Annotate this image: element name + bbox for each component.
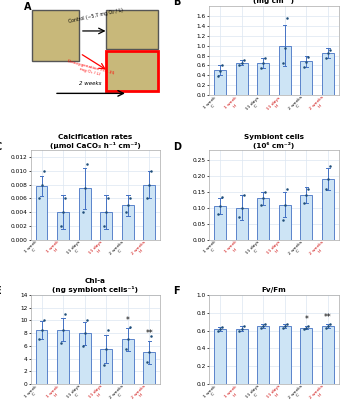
Text: Deoxygenation (<0.35
mg O₂ / L): Deoxygenation (<0.35 mg O₂ / L) xyxy=(66,60,115,80)
Bar xyxy=(236,63,248,95)
Bar xyxy=(257,198,269,240)
Bar xyxy=(36,186,48,240)
Bar xyxy=(322,179,334,240)
Text: *: * xyxy=(304,315,308,324)
Bar xyxy=(279,46,291,95)
Bar xyxy=(279,326,291,384)
Text: F: F xyxy=(173,286,180,296)
Title: Coral protein
(mg cm⁻²): Coral protein (mg cm⁻²) xyxy=(247,0,301,4)
Text: C: C xyxy=(0,142,2,152)
Bar xyxy=(57,330,69,384)
Text: Control (~5.7 mg O₂ / L): Control (~5.7 mg O₂ / L) xyxy=(68,7,123,24)
Text: **: ** xyxy=(324,313,332,322)
Bar xyxy=(257,63,269,95)
Bar xyxy=(79,333,91,384)
Bar xyxy=(236,208,248,240)
Bar xyxy=(100,212,112,240)
Text: B: B xyxy=(173,0,181,7)
Bar xyxy=(100,349,112,384)
Bar xyxy=(122,205,134,240)
Text: A: A xyxy=(24,2,32,12)
Bar xyxy=(279,204,291,240)
Bar xyxy=(122,340,134,384)
Text: D: D xyxy=(173,142,181,152)
Title: Chl-a
(ng symbiont cells⁻¹): Chl-a (ng symbiont cells⁻¹) xyxy=(52,278,139,293)
Bar xyxy=(300,62,312,95)
Text: *: * xyxy=(126,316,130,325)
Text: E: E xyxy=(0,286,1,296)
Bar xyxy=(322,326,334,384)
Bar xyxy=(36,330,48,384)
Bar xyxy=(214,329,226,384)
Bar xyxy=(214,70,226,95)
Title: Calcification rates
(μmol CaCO₃ h⁻¹ cm⁻²): Calcification rates (μmol CaCO₃ h⁻¹ cm⁻²… xyxy=(50,134,141,149)
Bar xyxy=(322,53,334,95)
Text: **: ** xyxy=(145,329,153,338)
Bar xyxy=(300,328,312,384)
Bar xyxy=(106,52,158,91)
Bar xyxy=(79,188,91,240)
Bar xyxy=(257,326,269,384)
Title: Symbiont cells
(10⁶ cm⁻²): Symbiont cells (10⁶ cm⁻²) xyxy=(244,134,304,149)
Text: 2 weeks: 2 weeks xyxy=(79,81,102,86)
Bar xyxy=(143,352,155,384)
Bar xyxy=(57,212,69,240)
Bar xyxy=(143,185,155,240)
Bar xyxy=(236,329,248,384)
Bar xyxy=(106,10,158,49)
Bar xyxy=(214,206,226,240)
Title: Fv/Fm: Fv/Fm xyxy=(262,287,286,293)
Bar xyxy=(300,195,312,240)
Bar xyxy=(32,10,79,61)
